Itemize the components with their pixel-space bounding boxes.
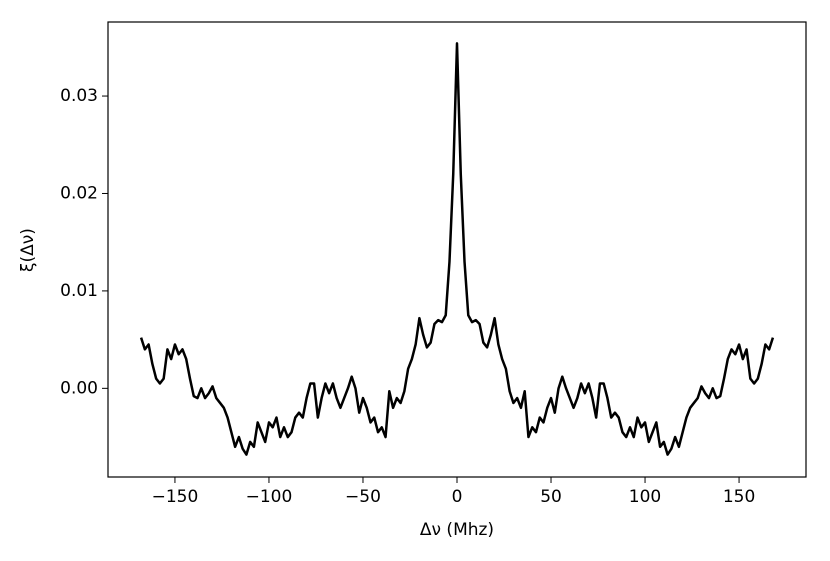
y-axis-label: ξ(Δν) — [18, 228, 38, 272]
x-tick-label: −150 — [152, 487, 199, 507]
x-tick-label: −50 — [345, 487, 381, 507]
y-tick-label: 0.03 — [60, 86, 98, 106]
x-tick-label: 100 — [629, 487, 661, 507]
plot-frame — [107, 21, 807, 478]
x-tick-label: 0 — [452, 487, 463, 507]
x-tick-label: −100 — [246, 487, 293, 507]
y-tick-label: 0.02 — [60, 183, 98, 203]
x-tick-label: 150 — [723, 487, 755, 507]
x-axis-label: Δν (Mhz) — [420, 520, 494, 540]
x-tick-label: 50 — [540, 487, 562, 507]
y-tick-label: 0.01 — [60, 281, 98, 301]
y-tick-label: 0.00 — [60, 378, 98, 398]
data-line — [139, 42, 775, 456]
